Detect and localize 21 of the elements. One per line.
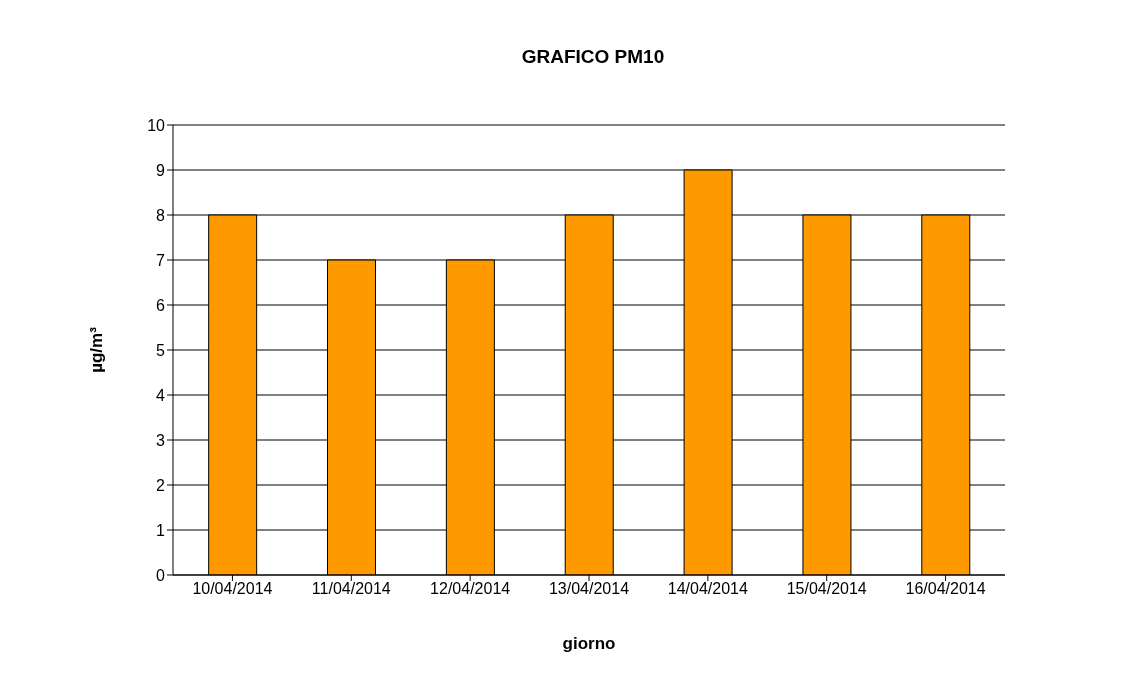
y-tick-label: 8 <box>156 206 166 224</box>
x-tick-label: 11/04/2014 <box>311 580 391 598</box>
y-tick-label: 4 <box>156 386 166 404</box>
y-tick-label: 0 <box>156 566 166 584</box>
x-tick-label: 16/04/2014 <box>905 580 986 598</box>
y-tick-label: 6 <box>156 296 166 314</box>
y-tick-label: 5 <box>156 341 166 359</box>
y-tick-label: 3 <box>156 431 166 449</box>
y-tick-label: 10 <box>147 116 166 134</box>
x-tick-label: 15/04/2014 <box>786 580 867 598</box>
y-tick-label: 9 <box>156 161 166 179</box>
y-tick-label: 2 <box>156 476 166 494</box>
x-axis-title: giorno <box>561 634 617 654</box>
x-tick-label: 12/04/2014 <box>430 580 511 598</box>
x-tick-label: 14/04/2014 <box>667 580 748 598</box>
y-tick-label: 1 <box>156 521 166 539</box>
chart-title: GRAFICO PM10 <box>520 46 666 68</box>
x-tick-label: 10/04/2014 <box>192 580 273 598</box>
x-tick-label: 13/04/2014 <box>548 580 630 598</box>
y-tick-label: 7 <box>156 251 166 269</box>
y-axis-title: µg/m³ <box>87 327 107 373</box>
